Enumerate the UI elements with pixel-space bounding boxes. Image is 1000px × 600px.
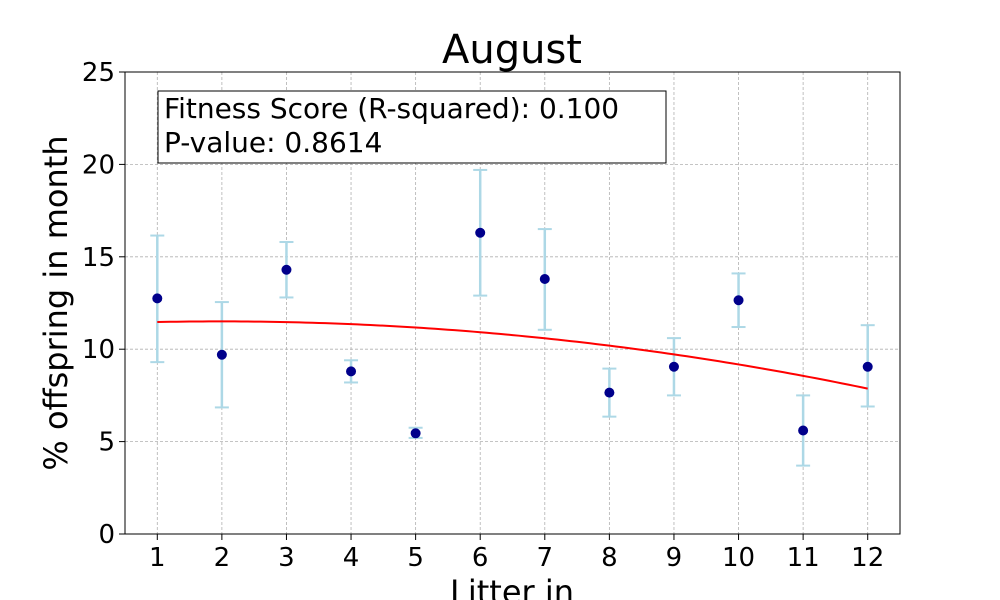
x-tick-label: 4 xyxy=(343,543,360,573)
x-tick-label: 8 xyxy=(601,543,618,573)
data-point xyxy=(862,361,873,372)
fit-curve xyxy=(157,320,868,390)
x-tick-label: 10 xyxy=(722,543,755,573)
data-point xyxy=(798,425,809,436)
y-tick-label: 10 xyxy=(82,335,115,365)
y-tick-label: 0 xyxy=(98,520,115,550)
x-tick-label: 6 xyxy=(472,543,489,573)
data-point xyxy=(410,428,421,439)
data-point xyxy=(281,264,292,275)
y-axis-label: % offspring in month xyxy=(37,135,75,470)
data-points xyxy=(152,227,873,439)
chart-title: August xyxy=(442,27,582,73)
error-bars xyxy=(150,168,875,467)
x-tick-label: 1 xyxy=(149,543,166,573)
x-tick-label: 11 xyxy=(787,543,820,573)
x-tick-label: 5 xyxy=(407,543,424,573)
data-point xyxy=(346,366,357,377)
x-tick-label: 9 xyxy=(666,543,683,573)
x-axis-ticks: 1 2 3 4 5 6 7 8 9 10 11 12 xyxy=(149,534,884,573)
y-tick-label: 15 xyxy=(82,243,115,273)
data-point xyxy=(668,361,679,372)
y-tick-label: 25 xyxy=(82,58,115,88)
data-point xyxy=(475,227,486,238)
x-tick-label: 3 xyxy=(278,543,295,573)
data-point xyxy=(539,273,550,284)
data-point xyxy=(152,293,163,304)
data-point xyxy=(604,387,615,398)
x-tick-label: 12 xyxy=(851,543,884,573)
y-tick-label: 20 xyxy=(82,150,115,180)
x-axis-label: Litter in xyxy=(450,573,574,600)
annotation-rsquared: Fitness Score (R-squared): 0.100 xyxy=(164,92,619,125)
annotation-box xyxy=(157,90,667,164)
data-point xyxy=(733,295,744,306)
x-tick-label: 7 xyxy=(537,543,554,573)
y-axis-ticks: 0 5 10 15 20 25 xyxy=(82,58,125,550)
y-tick-label: 5 xyxy=(98,428,115,458)
stats-annotation: Fitness Score (R-squared): 0.100 P-value… xyxy=(157,90,667,164)
data-point xyxy=(216,349,227,360)
annotation-pvalue: P-value: 0.8614 xyxy=(164,126,382,159)
plot-frame xyxy=(124,71,901,535)
x-tick-label: 2 xyxy=(214,543,231,573)
